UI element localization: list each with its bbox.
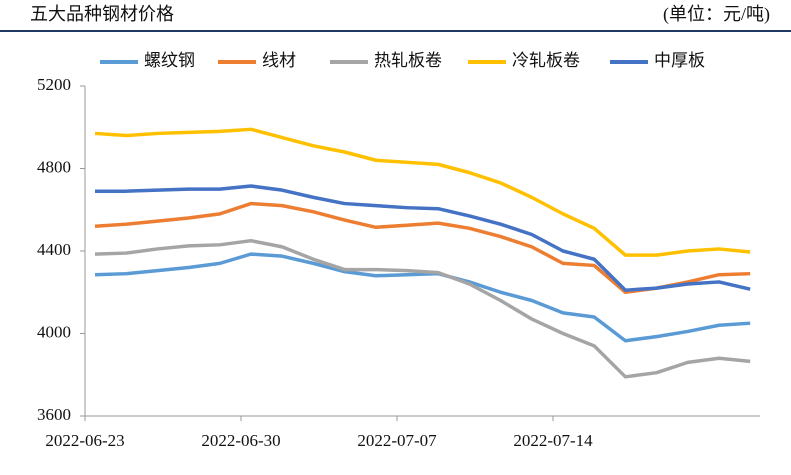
- series-line: [94, 127, 751, 257]
- series-line: [95, 184, 751, 292]
- y-tick-label: 3600: [37, 405, 71, 424]
- series-line: [94, 201, 751, 294]
- x-tick-label: 2022-06-30: [201, 431, 280, 450]
- y-tick-label: 4800: [37, 157, 71, 176]
- legend-label: 螺纹钢: [144, 51, 195, 70]
- x-tick-label: 2022-07-14: [513, 431, 593, 450]
- y-tick-label: 4400: [37, 240, 71, 259]
- legend-label: 线材: [262, 51, 296, 70]
- legend-label: 热轧板卷: [374, 51, 442, 70]
- x-tick-label: 2022-07-07: [357, 431, 437, 450]
- x-tick-label: 2022-06-23: [45, 431, 124, 450]
- legend-label: 中厚板: [654, 51, 705, 70]
- y-tick-label: 4000: [37, 322, 71, 341]
- series-line: [94, 252, 751, 343]
- y-tick-label: 5200: [37, 75, 71, 94]
- chart-title: 五大品种钢材价格: [30, 4, 174, 24]
- legend-label: 冷轧板卷: [512, 51, 580, 70]
- series-line: [94, 238, 751, 379]
- unit-label: (单位：元/吨): [663, 4, 770, 25]
